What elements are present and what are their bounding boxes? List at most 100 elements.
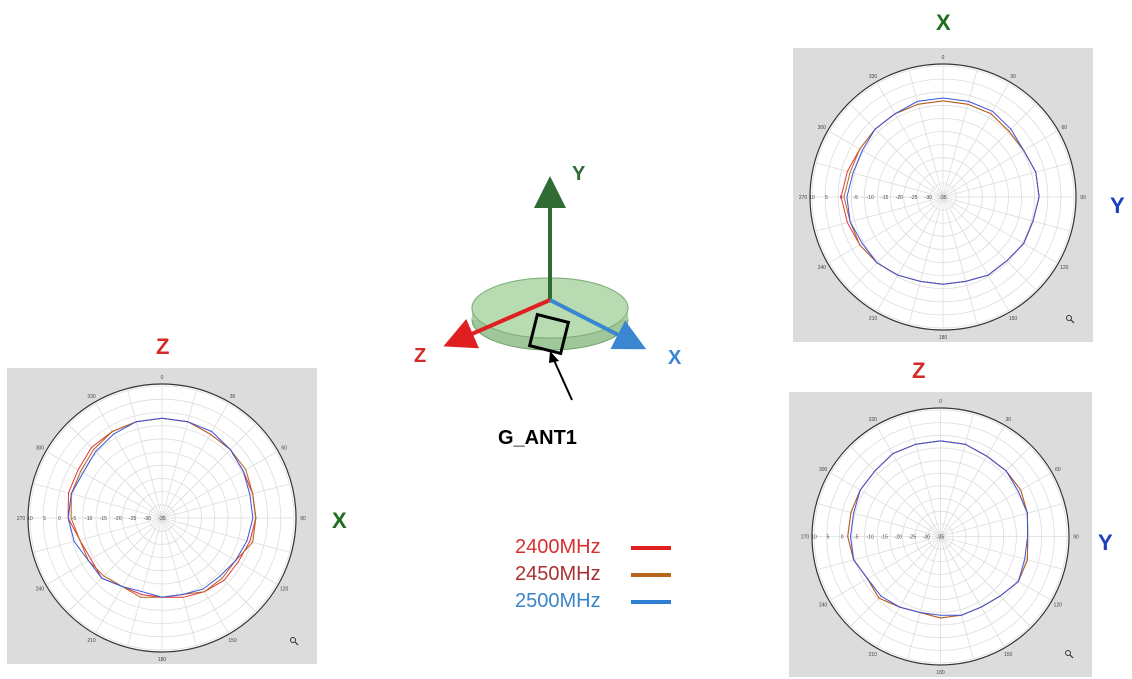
radial-tick-label: -25 [129,516,136,522]
polar-grid-spoke [907,414,941,537]
polar-grid-spoke [850,196,944,290]
polar-grid-spoke [850,446,941,537]
angle-tick-label: 120 [1060,265,1069,271]
antenna-pointer [552,357,573,401]
diagram-z-label: Z [414,345,426,367]
radial-tick-label: 10 [811,535,817,541]
radial-tick-label: -35 [158,516,165,522]
x-axis-arrow [549,298,647,350]
polar-grid-spoke [816,196,944,232]
angle-tick-label: 240 [36,587,45,593]
angle-tick-label: 240 [818,265,827,271]
radial-tick-label: -10 [867,535,874,541]
polar-grid-spoke [940,472,1051,537]
tr-top-axis-label: X [936,10,951,35]
radial-tick-label: -25 [909,535,916,541]
angle-tick-label: 120 [280,587,289,593]
polar-grid-spoke [940,426,1005,537]
polar-grid-spoke [161,424,256,519]
polar-grid-spoke [940,536,1063,570]
diagram-x-label: X [668,347,682,369]
angle-tick-label: 180 [939,335,948,341]
angle-tick-label: 90 [1080,195,1086,201]
polar-grid-spoke [829,131,944,198]
antenna-label: G_ANT1 [498,427,577,449]
radial-tick-label: -20 [895,535,902,541]
radial-tick-label: 5 [825,195,828,201]
polar-grid-spoke [907,536,941,659]
polar-grid-spoke [877,83,944,198]
radial-tick-label: -35 [939,195,946,201]
radial-tick-label: -20 [896,195,903,201]
zoom-icon[interactable] [1066,315,1075,324]
polar-chart-top-right: 0 30 60 90 120 150 180 210 240 270 300 330 10 5 0 -5 -10… [793,48,1093,342]
angle-tick-label: 90 [1073,535,1079,541]
polar-grid-spoke [940,536,1051,601]
polar-grid-spoke [942,196,1070,232]
polar-grid-spoke [876,536,941,647]
radial-tick-label: -30 [923,535,930,541]
polar-svg-left: 0 30 60 90 120 150 180 210 240 270 300 330 10 5 0 -5 -10… [17,375,306,663]
legend-swatch [631,572,671,577]
angle-tick-label: 240 [819,602,828,608]
series-line-2500MHz [67,417,254,598]
polar-grid-spoke [816,162,944,198]
angle-tick-label: 0 [942,55,945,61]
angle-tick-label: 300 [819,467,828,473]
br-top-axis-label: Z [912,358,926,383]
radial-tick-label: 5 [827,535,830,541]
radial-tick-label: 5 [43,516,46,522]
polar-grid-spoke [34,517,163,553]
radial-tick-label: -30 [925,195,932,201]
polar-chart-bottom-right: 0 30 60 90 120 150 180 210 240 270 300 330 10 5 0 -5 -10… [789,392,1092,677]
series-line-2500MHz [846,97,1040,285]
angle-tick-label: 180 [936,670,945,676]
polar-grid-spoke [47,517,163,585]
angle-tick-label: 60 [281,446,287,452]
polar-svg-bottom-right: 0 30 60 90 120 150 180 210 240 270 300 330 10 5 0 -5 -10… [801,399,1079,676]
angle-tick-label: 30 [1005,417,1011,423]
radial-tick-label: 0 [841,535,844,541]
polar-grid-spoke [876,426,941,537]
polar-grid-spoke [908,70,944,198]
orientation-diagram: Y Z X G_ANT1 [414,163,682,449]
polar-grid-spoke [68,517,163,612]
diagram-y-label: Y [572,163,586,185]
br-side-axis-label: Y [1098,530,1113,555]
polar-grid-spoke [68,424,163,519]
radial-tick-label: -35 [937,535,944,541]
polar-grid-spoke [830,536,941,601]
zoom-icon[interactable] [290,637,299,646]
polar-grid-spoke [95,517,163,633]
polar-chart-left: 0 30 60 90 120 150 180 210 240 270 300 330 10 5 0 -5 -10… [7,368,317,664]
tr-side-axis-label: Y [1110,193,1125,218]
radial-tick-label: -20 [114,516,121,522]
radial-tick-label: 10 [809,195,815,201]
angle-tick-label: 0 [939,399,942,405]
left-top-axis-label: Z [156,334,170,359]
angle-tick-label: 150 [228,638,237,644]
angle-tick-label: 30 [230,394,236,400]
polar-grid-spoke [161,483,290,519]
z-axis-arrow [443,298,551,349]
radial-tick-label: -15 [100,516,107,522]
radial-tick-label: -25 [910,195,917,201]
polar-grid-spoke [942,196,1036,290]
legend-swatch [631,599,671,604]
legend-swatch [631,545,671,550]
polar-grid-spoke [940,536,974,659]
radial-tick-label: -30 [144,516,151,522]
angle-tick-label: 270 [17,516,26,522]
polar-grid-spoke [942,83,1009,198]
angle-tick-label: 210 [869,652,878,658]
legend: 2400MHz 2450MHz 2500MHz [515,534,671,615]
zoom-icon[interactable] [1065,650,1074,659]
angle-tick-label: 0 [161,375,164,381]
polar-grid-spoke [161,390,197,519]
angle-tick-label: 270 [801,535,810,541]
polar-grid-spoke [818,536,941,570]
angle-tick-label: 210 [87,638,96,644]
polar-grid-spoke [829,196,944,263]
legend-item-2500: 2500MHz [515,588,671,615]
polar-grid-spoke [161,517,290,553]
